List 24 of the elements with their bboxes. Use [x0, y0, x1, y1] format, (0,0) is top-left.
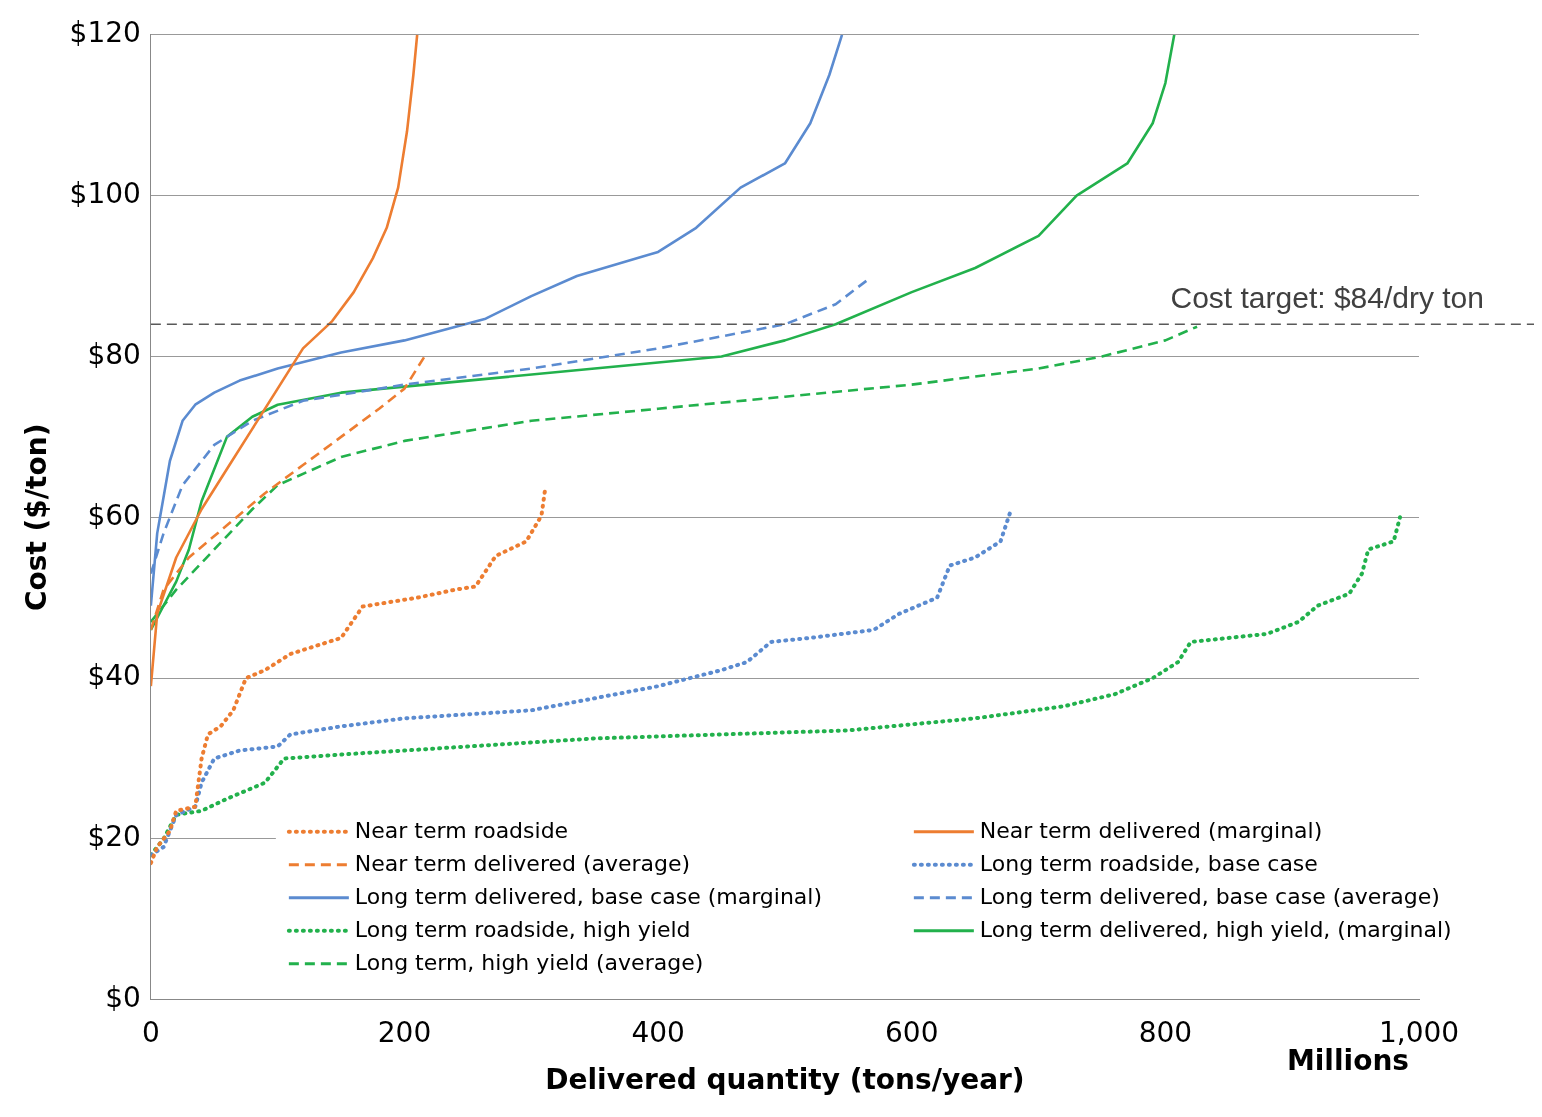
x-tick-label: 200 [377, 1015, 432, 1049]
y-tick-label: $100 [69, 176, 141, 210]
legend-label: Long term, high yield (average) [354, 949, 704, 975]
y-tick-label: $20 [87, 820, 141, 854]
y-tick-label: $60 [87, 498, 141, 532]
x-tick-label: 0 [141, 1015, 160, 1049]
legend-label: Long term delivered, high yield, (marginal) [979, 916, 1452, 942]
y-tick-label: $120 [69, 16, 141, 50]
legend-label: Long term roadside, base case [979, 850, 1318, 876]
y-axis-title: Cost ($/ton) [20, 423, 54, 612]
ref-line-label: Cost target: $84/dry ton [1170, 280, 1484, 314]
legend-label: Near term delivered (average) [354, 850, 691, 876]
legend-label: Long term delivered, base case (marginal) [354, 883, 823, 909]
legend-label: Long term roadside, high yield [354, 916, 691, 942]
x-tick-label: 800 [1138, 1015, 1193, 1049]
legend-label: Long term delivered, base case (average) [979, 883, 1440, 909]
y-tick-label: $80 [87, 337, 141, 371]
y-tick-label: $0 [105, 981, 141, 1015]
x-axis-title: Delivered quantity (tons/year) [545, 1063, 1025, 1097]
y-tick-label: $40 [87, 659, 141, 693]
legend-label: Near term delivered (marginal) [979, 817, 1323, 843]
x-tick-label: 600 [885, 1015, 939, 1049]
legend-label: Near term roadside [354, 817, 569, 843]
x-tick-label: 400 [631, 1015, 685, 1049]
